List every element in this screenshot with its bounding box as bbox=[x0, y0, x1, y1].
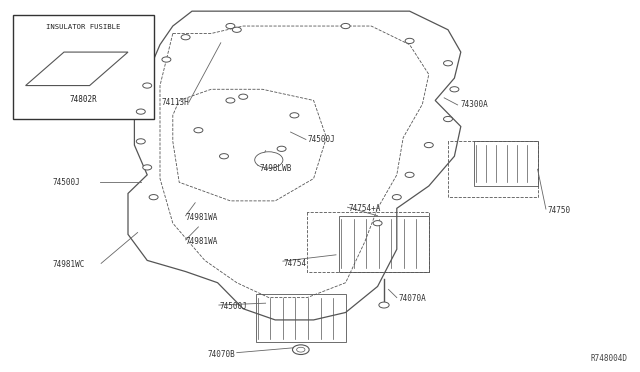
Circle shape bbox=[405, 38, 414, 44]
Circle shape bbox=[232, 27, 241, 32]
Text: 74750: 74750 bbox=[547, 206, 570, 215]
Circle shape bbox=[292, 345, 309, 355]
Text: 74981WA: 74981WA bbox=[186, 237, 218, 246]
Circle shape bbox=[290, 113, 299, 118]
Circle shape bbox=[136, 109, 145, 114]
Circle shape bbox=[239, 94, 248, 99]
Circle shape bbox=[220, 154, 228, 159]
Text: 74113H: 74113H bbox=[161, 98, 189, 107]
Text: R748004D: R748004D bbox=[590, 354, 627, 363]
Text: 74754+A: 74754+A bbox=[349, 204, 381, 213]
Circle shape bbox=[444, 61, 452, 66]
Circle shape bbox=[226, 23, 235, 29]
Circle shape bbox=[143, 83, 152, 88]
Circle shape bbox=[181, 35, 190, 40]
Circle shape bbox=[226, 98, 235, 103]
Text: INSULATOR FUSIBLE: INSULATOR FUSIBLE bbox=[46, 24, 120, 30]
Circle shape bbox=[341, 23, 350, 29]
Bar bbox=[13, 15, 154, 119]
Text: 74754: 74754 bbox=[284, 259, 307, 267]
Text: 74070A: 74070A bbox=[398, 294, 426, 303]
Text: 74500J: 74500J bbox=[52, 178, 80, 187]
Circle shape bbox=[444, 116, 452, 122]
Circle shape bbox=[194, 128, 203, 133]
Circle shape bbox=[296, 347, 305, 352]
Text: 74500J: 74500J bbox=[220, 302, 247, 311]
Text: 74981WC: 74981WC bbox=[52, 260, 85, 269]
Circle shape bbox=[424, 142, 433, 148]
Circle shape bbox=[405, 172, 414, 177]
Circle shape bbox=[379, 302, 389, 308]
Circle shape bbox=[255, 152, 283, 168]
Text: 74500J: 74500J bbox=[307, 135, 335, 144]
Circle shape bbox=[277, 146, 286, 151]
Text: 74981WA: 74981WA bbox=[186, 213, 218, 222]
Circle shape bbox=[392, 195, 401, 200]
Circle shape bbox=[136, 139, 145, 144]
Circle shape bbox=[143, 165, 152, 170]
Text: 74070B: 74070B bbox=[208, 350, 236, 359]
Text: 7498LWB: 7498LWB bbox=[259, 164, 292, 173]
Circle shape bbox=[149, 195, 158, 200]
Circle shape bbox=[450, 87, 459, 92]
Text: 74802R: 74802R bbox=[69, 95, 97, 104]
Circle shape bbox=[162, 57, 171, 62]
Text: 74300A: 74300A bbox=[461, 100, 488, 109]
Circle shape bbox=[373, 221, 382, 226]
